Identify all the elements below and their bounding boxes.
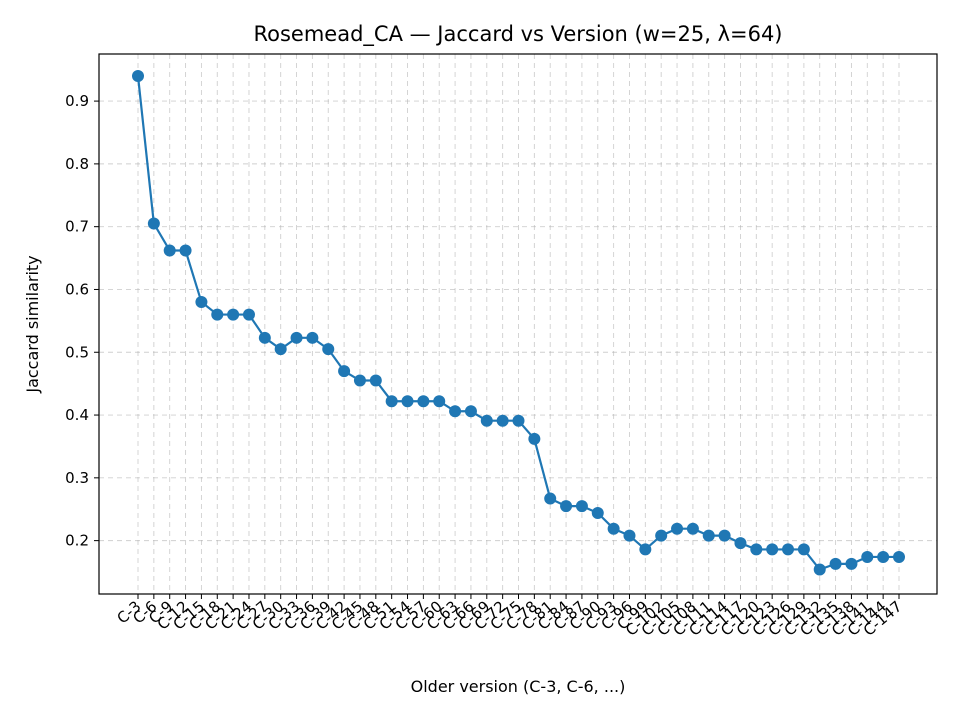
data-point (734, 537, 747, 550)
data-point (560, 500, 573, 513)
data-point (163, 244, 176, 257)
data-point (290, 331, 303, 344)
data-point (449, 405, 462, 418)
data-point (132, 69, 144, 82)
data-point (877, 550, 890, 563)
y-tick-label: 0.2 (65, 532, 89, 550)
data-point (702, 529, 715, 542)
data-point (718, 529, 731, 542)
x-axis: C-3C-6C-9C-12C-15C-18C-21C-24C-27C-30C-3… (114, 594, 906, 640)
data-point (147, 217, 160, 230)
data-point (338, 365, 351, 378)
data-point (766, 543, 779, 556)
y-axis: 0.2 0.3 0.4 0.5 0.6 0.7 0.8 0.9 (65, 92, 99, 550)
data-point (893, 550, 905, 563)
data-point (686, 522, 699, 535)
data-point (861, 550, 874, 563)
data-point (829, 557, 842, 570)
y-tick-label: 0.8 (65, 155, 89, 173)
y-tick-label: 0.4 (65, 406, 89, 424)
data-point (385, 395, 398, 408)
data-point (211, 308, 224, 321)
data-point (464, 405, 477, 418)
data-point (750, 543, 763, 556)
y-axis-label: Jaccard similarity (23, 255, 42, 393)
data-point (179, 244, 192, 257)
data-point (306, 331, 319, 344)
data-point (227, 308, 240, 321)
data-point (655, 529, 668, 542)
data-point (623, 529, 636, 542)
x-axis-label: Older version (C-3, C-6, ...) (411, 677, 626, 696)
chart-title: Rosemead_CA — Jaccard vs Version (w=25, … (253, 22, 782, 47)
data-point (401, 395, 414, 408)
data-point (353, 374, 366, 387)
data-point (528, 432, 541, 445)
data-point (782, 543, 795, 556)
y-tick-label: 0.9 (65, 92, 89, 110)
data-point (575, 500, 588, 513)
data-point (591, 507, 604, 519)
data-point (242, 308, 255, 321)
data-point (274, 343, 287, 356)
grid (99, 54, 937, 594)
y-tick-label: 0.7 (65, 218, 89, 236)
data-point (671, 522, 684, 535)
data-point (322, 343, 335, 356)
y-tick-label: 0.3 (65, 469, 89, 487)
data-point (369, 374, 382, 387)
data-point (417, 395, 430, 408)
data-point (639, 543, 652, 556)
series-jaccard (132, 69, 905, 576)
data-point (433, 395, 446, 408)
data-point (607, 522, 620, 535)
data-point (797, 543, 810, 556)
plot-frame (98, 53, 938, 595)
data-point (496, 414, 509, 427)
data-point (845, 557, 858, 570)
data-point (480, 414, 493, 427)
data-point (813, 563, 826, 576)
data-point (258, 331, 271, 344)
y-tick-label: 0.5 (65, 343, 89, 361)
data-point (512, 414, 525, 427)
data-point (195, 296, 208, 309)
y-tick-label: 0.6 (65, 280, 89, 298)
data-point (544, 492, 557, 505)
